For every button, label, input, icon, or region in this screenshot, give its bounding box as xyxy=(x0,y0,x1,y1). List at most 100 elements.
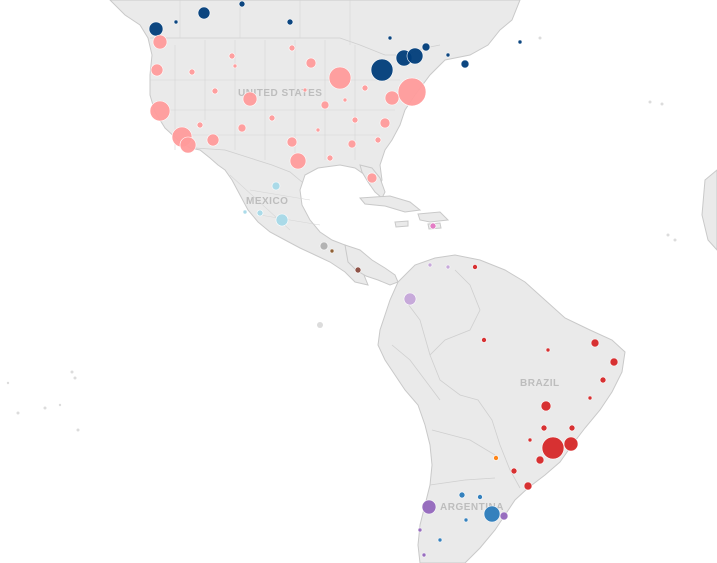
city-bubble[interactable] xyxy=(421,42,431,52)
us-state-lines xyxy=(150,40,400,165)
city-bubble[interactable] xyxy=(211,87,219,95)
city-bubble[interactable] xyxy=(242,91,258,107)
city-bubble[interactable] xyxy=(417,527,423,533)
south-america-land xyxy=(377,254,626,563)
city-bubble[interactable] xyxy=(483,505,501,523)
city-bubble[interactable] xyxy=(347,139,357,149)
city-bubble[interactable] xyxy=(320,100,330,110)
city-bubble[interactable] xyxy=(173,19,179,25)
city-bubble[interactable] xyxy=(460,59,470,69)
city-bubble[interactable] xyxy=(540,424,548,432)
usa-mexico-border xyxy=(194,147,303,183)
city-bubble[interactable] xyxy=(445,264,451,270)
city-bubble[interactable] xyxy=(351,116,359,124)
city-bubble[interactable] xyxy=(228,52,236,60)
label-brazil: BRAZIL xyxy=(520,378,560,389)
city-bubble[interactable] xyxy=(568,424,576,432)
canada-province-lines xyxy=(179,0,351,45)
city-bubble[interactable] xyxy=(541,436,565,460)
city-bubble[interactable] xyxy=(238,0,246,8)
city-bubble[interactable] xyxy=(302,87,308,93)
andes-borders xyxy=(391,299,496,486)
city-bubble[interactable] xyxy=(237,123,247,133)
city-bubble[interactable] xyxy=(256,209,264,217)
city-bubble[interactable] xyxy=(437,537,443,543)
city-bubble[interactable] xyxy=(499,511,509,521)
city-bubble[interactable] xyxy=(406,47,424,65)
city-bubble[interactable] xyxy=(540,400,552,412)
city-bubble[interactable] xyxy=(535,455,545,465)
city-bubble[interactable] xyxy=(328,66,352,90)
city-bubble[interactable] xyxy=(148,21,164,37)
city-bubble[interactable] xyxy=(289,152,307,170)
small-islands xyxy=(6,36,677,432)
city-bubble[interactable] xyxy=(463,517,469,523)
city-bubbles-mexico[interactable] xyxy=(242,181,289,227)
central-america-land xyxy=(344,244,399,286)
city-bubble[interactable] xyxy=(149,100,171,122)
city-bubble[interactable] xyxy=(354,266,362,274)
city-bubble[interactable] xyxy=(523,481,533,491)
city-bubble[interactable] xyxy=(472,264,478,270)
city-bubble[interactable] xyxy=(510,467,518,475)
city-bubble[interactable] xyxy=(527,437,533,443)
city-bubble[interactable] xyxy=(361,84,369,92)
city-bubble[interactable] xyxy=(268,114,276,122)
city-bubble[interactable] xyxy=(599,376,607,384)
greenland-edge xyxy=(701,169,717,251)
city-bubble[interactable] xyxy=(206,133,220,147)
city-bubble[interactable] xyxy=(275,213,289,227)
city-bubble[interactable] xyxy=(481,337,487,343)
city-bubble[interactable] xyxy=(288,44,296,52)
city-bubble[interactable] xyxy=(384,90,400,106)
city-bubble[interactable] xyxy=(286,18,294,26)
city-bubble[interactable] xyxy=(197,6,211,20)
city-bubble[interactable] xyxy=(374,136,382,144)
city-bubble[interactable] xyxy=(152,34,168,50)
city-bubble[interactable] xyxy=(329,248,335,254)
city-bubble[interactable] xyxy=(587,395,593,401)
city-bubble[interactable] xyxy=(242,209,248,215)
label-mexico: MEXICO xyxy=(246,196,288,207)
city-bubbles-usa[interactable] xyxy=(149,34,427,184)
city-bubbles-canada[interactable] xyxy=(148,0,523,82)
city-bubble[interactable] xyxy=(429,222,437,230)
label-united-states: UNITED STATES xyxy=(238,88,322,99)
city-bubble[interactable] xyxy=(477,494,483,500)
city-bubble[interactable] xyxy=(150,63,164,77)
city-bubble[interactable] xyxy=(387,35,393,41)
city-bubble[interactable] xyxy=(458,491,466,499)
city-bubble[interactable] xyxy=(609,357,619,367)
city-bubble[interactable] xyxy=(196,121,204,129)
city-bubble[interactable] xyxy=(319,241,329,251)
city-bubble[interactable] xyxy=(590,338,600,348)
city-bubble[interactable] xyxy=(445,52,451,58)
city-bubble[interactable] xyxy=(493,455,499,461)
cuba-land xyxy=(358,195,422,213)
brazil-border xyxy=(429,269,521,489)
city-bubble[interactable] xyxy=(370,58,394,82)
city-bubble[interactable] xyxy=(232,63,238,69)
city-bubble[interactable] xyxy=(397,77,427,107)
label-argentina: ARGENTINA xyxy=(440,502,504,513)
city-bubble[interactable] xyxy=(286,136,298,148)
city-bubble[interactable] xyxy=(188,68,196,76)
city-bubble[interactable] xyxy=(421,552,427,558)
city-bubble[interactable] xyxy=(427,262,433,268)
city-bubble[interactable] xyxy=(179,136,197,154)
city-bubble[interactable] xyxy=(517,39,523,45)
city-bubble[interactable] xyxy=(563,436,579,452)
city-bubble[interactable] xyxy=(342,97,348,103)
city-bubble[interactable] xyxy=(403,292,417,306)
city-bubble[interactable] xyxy=(366,172,378,184)
city-bubbles-central-america[interactable] xyxy=(319,222,437,274)
city-bubble[interactable] xyxy=(379,117,391,129)
city-bubble[interactable] xyxy=(545,347,551,353)
city-bubble[interactable] xyxy=(271,181,281,191)
city-bubble[interactable] xyxy=(326,154,334,162)
city-bubbles-south-america[interactable] xyxy=(403,262,619,558)
city-bubble[interactable] xyxy=(315,127,321,133)
city-bubble[interactable] xyxy=(305,57,317,69)
city-bubble[interactable] xyxy=(421,499,437,515)
